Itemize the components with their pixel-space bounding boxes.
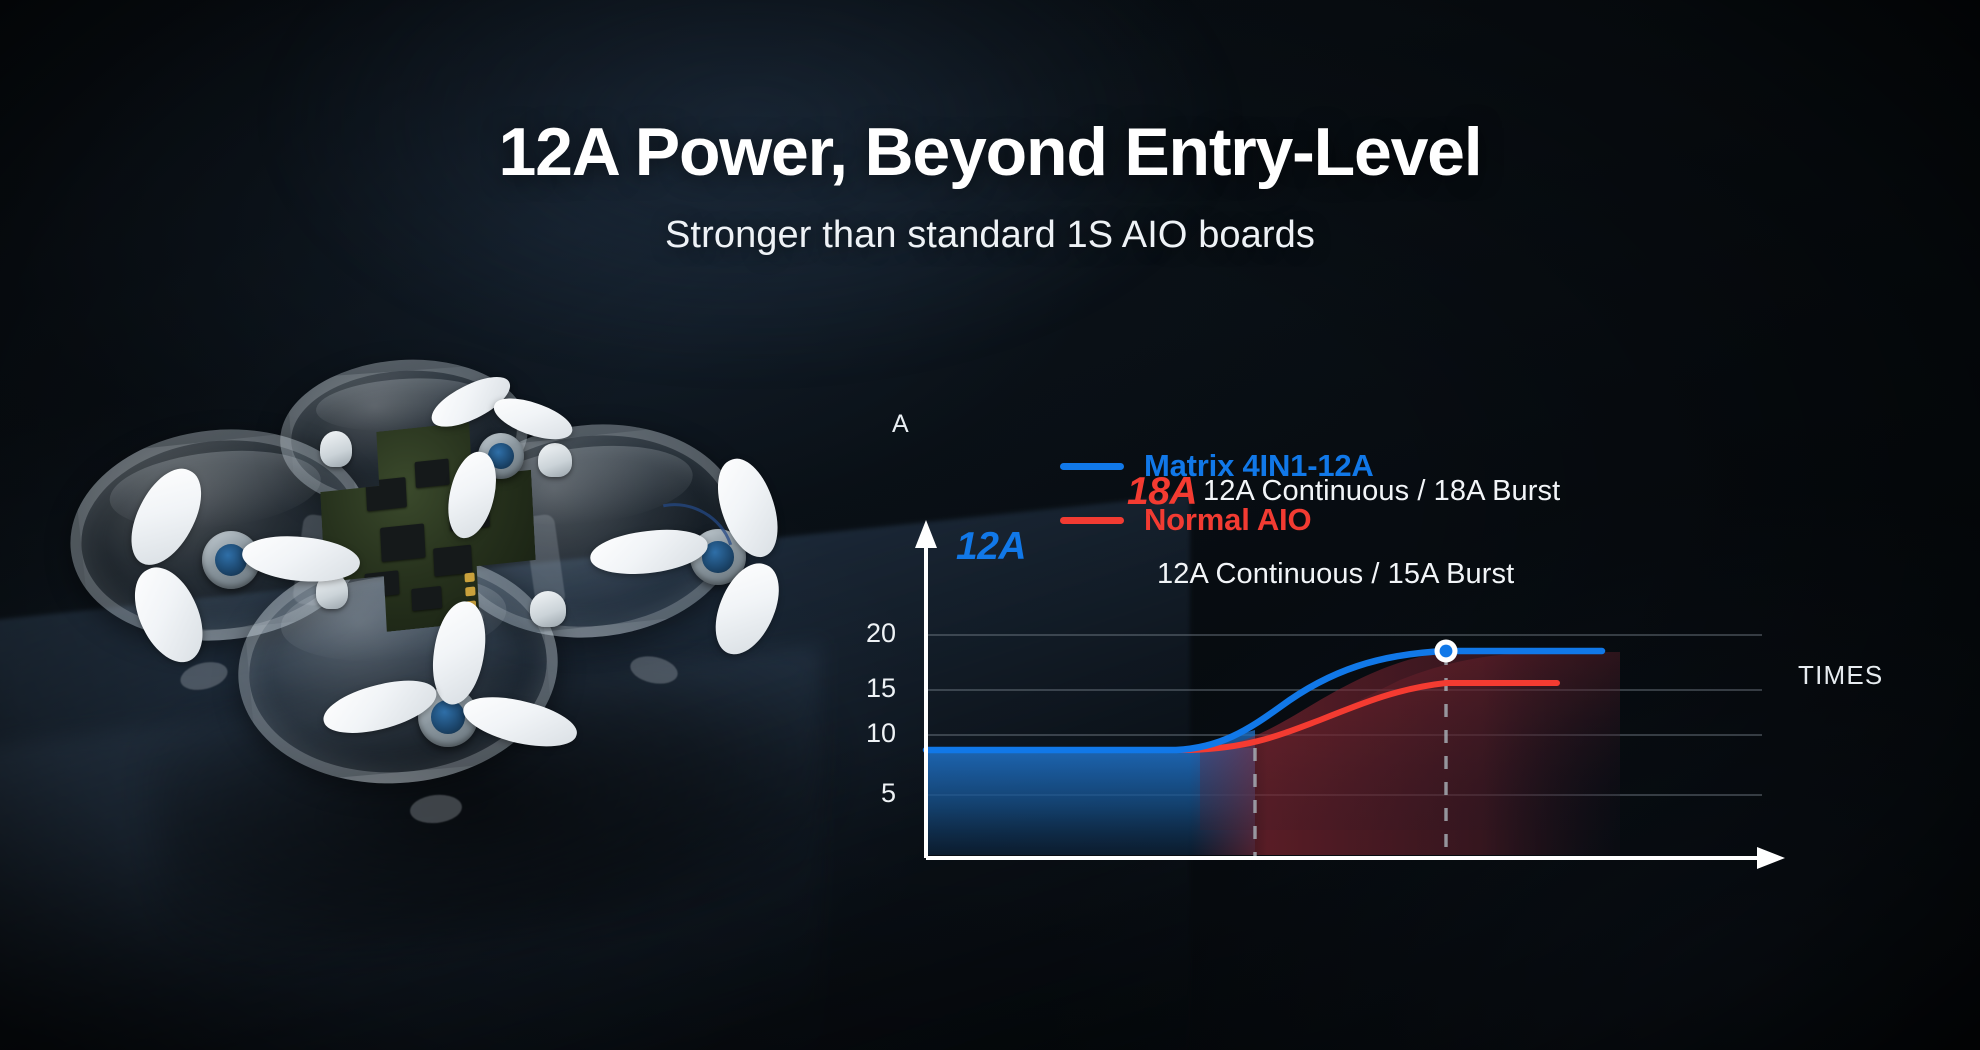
series-line-normal-aio: [923, 680, 1560, 753]
legend-label-normal-aio: Normal AIO: [1144, 502, 1312, 537]
burst-peak-marker-core: [1439, 644, 1453, 658]
legend-item-normal-aio: Normal AIO: [1060, 502, 1580, 538]
annotation-blue-value: 12A: [956, 525, 1027, 568]
product-image-drone: [30, 351, 930, 977]
y-axis-tick-15: 15: [865, 673, 896, 703]
red-area-fill-glow: [1200, 652, 1620, 830]
drone-standoff: [530, 591, 566, 627]
chart-legend: Matrix 4IN1-12A Normal AIO: [1060, 448, 1580, 556]
spec-bottom-text: 12A Continuous / 15A Burst: [1157, 558, 1515, 590]
y-axis-tick-5: 5: [880, 778, 896, 808]
annotation-red-value: 18A: [1127, 470, 1198, 513]
spec-bottom-group: 12A Continuous / 15A Burst: [1157, 558, 1514, 591]
annotation-blue-group: 12A: [956, 525, 1027, 569]
x-axis-arrowhead: [1757, 847, 1785, 869]
series-line-matrix: [922, 647, 1606, 754]
power-comparison-chart: A TIMES 20 15 10 5: [860, 410, 1960, 900]
legend-item-matrix: Matrix 4IN1-12A: [1060, 448, 1580, 484]
blue-area-fill-left: [926, 748, 1255, 855]
x-axis-title: TIMES: [1798, 660, 1884, 690]
annotation-red-group: 18A: [1127, 470, 1198, 514]
y-axis-tick-10: 10: [865, 718, 896, 748]
y-axis-title: A: [892, 410, 909, 438]
chart-plot-area: [915, 520, 1785, 869]
drone-standoff: [538, 443, 572, 477]
drone-standoff: [320, 431, 352, 467]
chart-reference-lines: [1253, 652, 1448, 858]
y-axis-arrowhead: [915, 520, 937, 548]
spec-top-text: 12A Continuous / 18A Burst: [1203, 475, 1561, 507]
y-axis-tick-20: 20: [865, 618, 896, 648]
legend-swatch-red: [1060, 516, 1124, 524]
legend-swatch-blue: [1060, 462, 1124, 470]
spec-top-group: 12A Continuous / 18A Burst: [1203, 475, 1560, 508]
legend-label-matrix: Matrix 4IN1-12A: [1144, 448, 1374, 483]
